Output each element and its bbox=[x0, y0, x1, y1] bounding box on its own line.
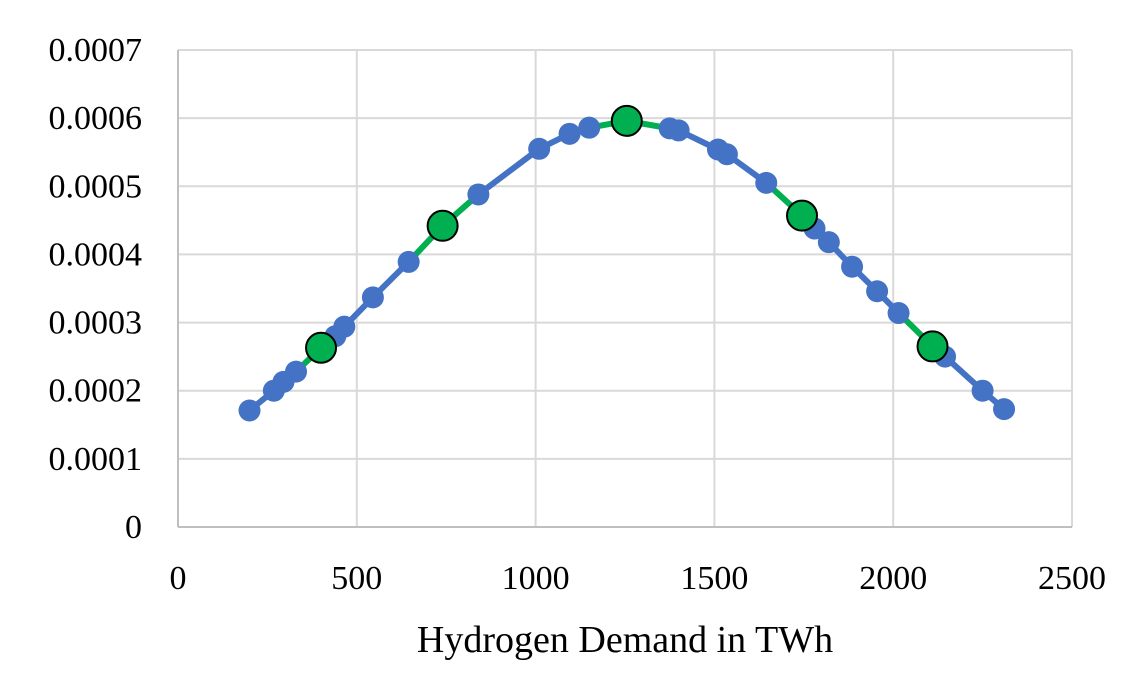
data-point-blue bbox=[578, 116, 601, 139]
data-point-blue bbox=[667, 119, 690, 142]
data-point-blue bbox=[866, 280, 889, 303]
x-tick-label: 1000 bbox=[502, 560, 570, 597]
data-point-blue bbox=[528, 137, 551, 160]
y-tick-label: 0.0002 bbox=[49, 373, 143, 410]
data-point-blue bbox=[715, 143, 738, 166]
data-point-blue bbox=[397, 250, 420, 273]
data-points bbox=[238, 104, 1016, 422]
data-point-blue bbox=[887, 302, 910, 325]
data-point-green bbox=[916, 330, 949, 363]
data-point-green bbox=[610, 104, 643, 137]
tick-labels: 0 0.0001 0.0002 0.0003 0.0004 0.0005 0.0006 0.0… bbox=[49, 32, 1107, 597]
data-point-green bbox=[786, 199, 819, 232]
x-tick-label: 2000 bbox=[859, 560, 927, 597]
curve-segment bbox=[475, 145, 543, 198]
series-curve bbox=[246, 117, 1008, 414]
data-point-blue bbox=[755, 171, 778, 194]
data-point-blue bbox=[238, 399, 261, 422]
data-point-blue bbox=[285, 360, 308, 383]
y-tick-label: 0 bbox=[125, 509, 142, 546]
data-point-green bbox=[305, 331, 338, 364]
x-tick-label: 0 bbox=[170, 560, 187, 597]
y-tick-label: 0.0007 bbox=[49, 32, 143, 69]
x-tick-label: 500 bbox=[331, 560, 382, 597]
data-point-blue bbox=[971, 379, 994, 402]
x-axis-title: Hydrogen Demand in TWh bbox=[417, 619, 833, 661]
y-tick-label: 0.0001 bbox=[49, 441, 143, 478]
y-tick-label: 0.0003 bbox=[49, 305, 143, 342]
data-point-blue bbox=[841, 255, 864, 278]
data-point-blue bbox=[361, 286, 384, 309]
data-point-blue bbox=[817, 231, 840, 254]
axes bbox=[177, 50, 1072, 528]
data-point-green bbox=[426, 209, 459, 242]
data-point-blue bbox=[467, 183, 490, 206]
y-tick-label: 0.0005 bbox=[49, 168, 143, 205]
data-point-blue bbox=[333, 315, 356, 338]
data-point-blue bbox=[993, 398, 1016, 421]
y-tick-label: 0.0006 bbox=[49, 100, 143, 137]
y-tick-label: 0.0004 bbox=[49, 236, 143, 273]
x-tick-label: 1500 bbox=[680, 560, 748, 597]
data-point-blue bbox=[558, 122, 581, 145]
x-tick-label: 2500 bbox=[1038, 560, 1106, 597]
